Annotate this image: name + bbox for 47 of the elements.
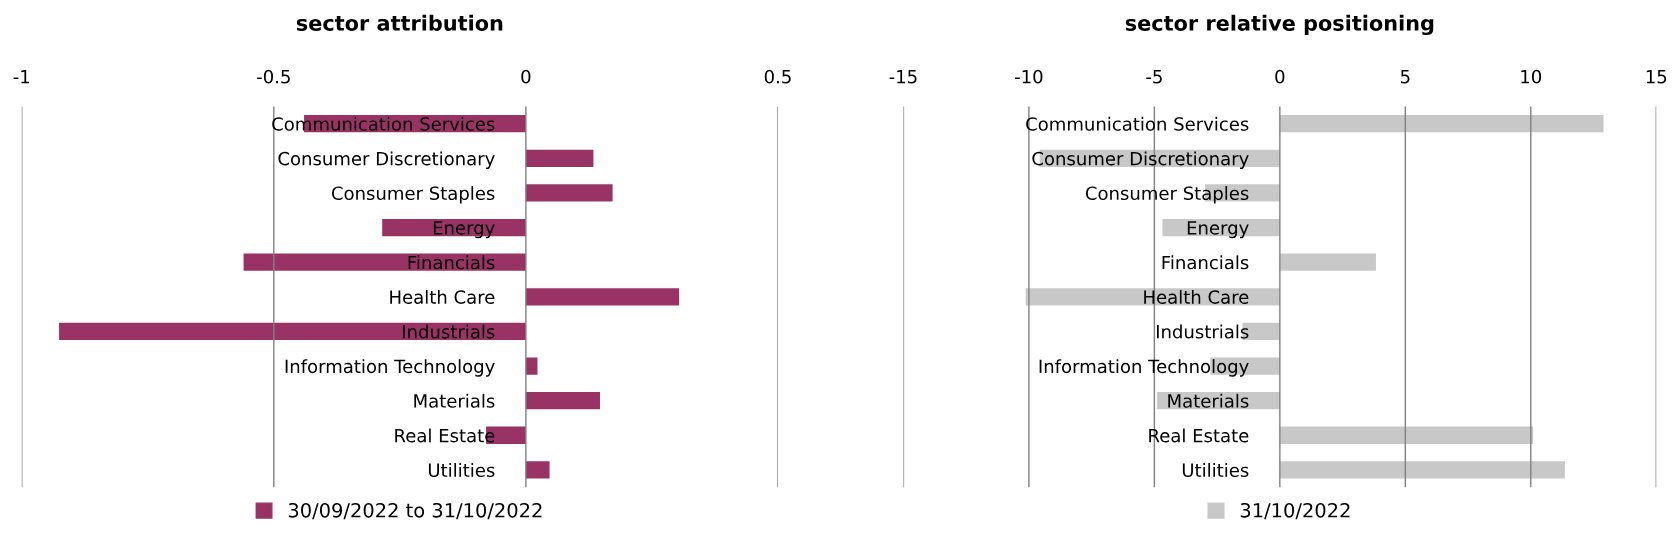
- y-tick-label: Energy: [1187, 221, 1249, 239]
- bar: [1279, 426, 1534, 444]
- bar: [1279, 115, 1604, 133]
- x-tick-label: 0: [1275, 69, 1285, 84]
- y-tick-label: Financials: [408, 255, 495, 270]
- y-tick-label: Materials: [1168, 393, 1249, 408]
- x-tick-label: -5: [1146, 70, 1162, 84]
- bar: [525, 461, 550, 479]
- y-tick-label: Consumer Discretionary: [278, 151, 495, 169]
- chart-title: sector attribution: [296, 14, 503, 31]
- x-tick-label: -15: [889, 70, 917, 84]
- y-tick-label: Materials: [414, 393, 495, 408]
- x-tick-label: 0: [521, 69, 531, 84]
- y-tick-label: Real Estate: [1149, 428, 1249, 443]
- y-tick-label: Industrials: [1156, 324, 1249, 339]
- bar: [525, 184, 613, 202]
- y-tick-label: Consumer Staples: [1085, 186, 1249, 204]
- bar: [525, 149, 594, 167]
- legend-label: 31/10/2022: [1240, 502, 1350, 520]
- x-tick-label: -10: [1015, 69, 1043, 84]
- x-tick-label: 0.5: [764, 69, 791, 84]
- y-tick-label: Information Technology: [1039, 359, 1249, 377]
- x-tick-label: 15: [1646, 70, 1667, 84]
- x-tick-label: -0.5: [257, 69, 290, 84]
- bar: [525, 288, 680, 306]
- y-tick-label: Health Care: [1144, 289, 1249, 304]
- x-tick-label: 10: [1521, 69, 1542, 84]
- legend-label: 30/09/2022 to 31/10/2022: [288, 502, 542, 520]
- bar: [525, 357, 538, 375]
- y-tick-label: Communication Services: [1026, 116, 1249, 131]
- bar: [59, 322, 526, 341]
- y-tick-label: Energy: [433, 221, 495, 239]
- y-tick-label: Health Care: [390, 289, 495, 304]
- bar: [1279, 253, 1376, 271]
- bar: [1279, 461, 1565, 479]
- y-tick-label: Industrials: [403, 324, 495, 339]
- y-tick-label: Utilities: [428, 463, 495, 478]
- bar: [525, 392, 600, 410]
- y-tick-label: Consumer Discretionary: [1032, 151, 1249, 169]
- chart-title: sector relative positioning: [1125, 14, 1434, 36]
- y-tick-label: Financials: [1162, 255, 1249, 270]
- y-tick-label: Information Technology: [285, 359, 495, 377]
- y-tick-label: Consumer Staples: [331, 186, 495, 204]
- bar: [243, 253, 526, 271]
- x-tick-label: -1: [13, 70, 30, 84]
- x-tick-label: 5: [1400, 70, 1410, 84]
- y-tick-label: Utilities: [1182, 463, 1249, 478]
